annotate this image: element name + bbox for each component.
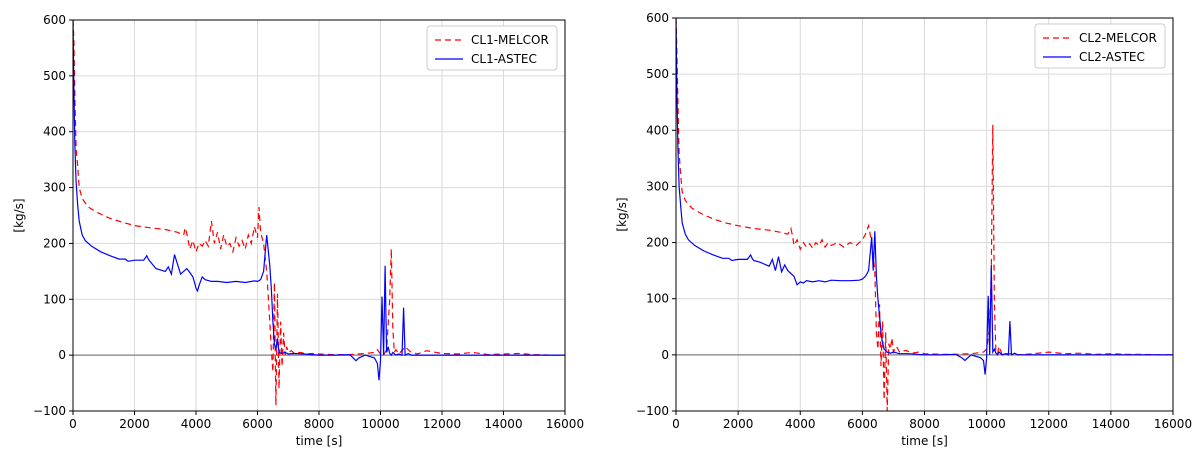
x-tick-label: 16000 xyxy=(546,417,584,431)
x-tick-label: 0 xyxy=(69,417,77,431)
series-line-cl1-astec xyxy=(73,20,565,381)
x-tick-label: 0 xyxy=(672,417,680,431)
y-tick-label: 300 xyxy=(646,179,669,193)
chart-cl1: 0 2000 4000 6000 8000 10000 12000 14000 16000−10… xyxy=(12,13,584,448)
x-tick-label: 16000 xyxy=(1154,417,1192,431)
chart-panel-cl2: 0 2000 4000 6000 8000 10000 12000 14000 16000 −10… xyxy=(600,0,1199,452)
x-tick-label: 12000 xyxy=(423,417,461,431)
x-tick-label: 8000 xyxy=(909,417,940,431)
series-line-cl2-melcor xyxy=(676,18,1173,411)
x-tick-label: 12000 xyxy=(1030,417,1068,431)
y-tick-label: 200 xyxy=(43,236,66,250)
x-tick-label: 10000 xyxy=(968,417,1006,431)
y-tick-label: 100 xyxy=(43,292,66,306)
y-tick-label: −100 xyxy=(636,404,669,418)
x-tick-label: 6000 xyxy=(847,417,878,431)
y-tick-label: 600 xyxy=(646,11,669,25)
x-axis-label: time [s] xyxy=(296,434,343,448)
chart-panel-cl1: 0 2000 4000 6000 8000 10000 12000 14000 16000 −10… xyxy=(12,13,584,448)
y-axis-label: [kg/s] xyxy=(12,198,26,232)
y-tick-label: 600 xyxy=(43,13,66,27)
x-tick-label: 8000 xyxy=(304,417,335,431)
chart-cl2: 0 2000 4000 6000 8000 10000 12000 14000 16000−10… xyxy=(615,11,1192,448)
x-tick-label: 2000 xyxy=(723,417,754,431)
x-tick-label: 4000 xyxy=(785,417,816,431)
x-tick-label: 6000 xyxy=(242,417,273,431)
y-tick-label: −100 xyxy=(33,404,66,418)
legend-label: CL1-ASTEC xyxy=(471,52,537,66)
y-tick-label: 0 xyxy=(661,348,669,362)
legend-label: CL2-ASTEC xyxy=(1079,50,1145,64)
y-axis-label: [kg/s] xyxy=(615,197,629,231)
y-tick-label: 400 xyxy=(646,123,669,137)
legend-label: CL2-MELCOR xyxy=(1079,31,1157,45)
y-tick-label: 500 xyxy=(646,67,669,81)
y-tick-label: 0 xyxy=(58,348,66,362)
y-tick-label: 300 xyxy=(43,181,66,195)
y-tick-label: 400 xyxy=(43,125,66,139)
x-tick-label: 4000 xyxy=(181,417,212,431)
y-tick-label: 100 xyxy=(646,292,669,306)
x-axis-label: time [s] xyxy=(901,434,948,448)
y-tick-label: 500 xyxy=(43,69,66,83)
y-tick-label: 200 xyxy=(646,236,669,250)
x-tick-label: 10000 xyxy=(361,417,399,431)
legend-label: CL1-MELCOR xyxy=(471,33,549,47)
series-line-cl2-astec xyxy=(676,18,1173,375)
x-tick-label: 14000 xyxy=(484,417,522,431)
x-tick-label: 2000 xyxy=(119,417,150,431)
x-tick-label: 14000 xyxy=(1092,417,1130,431)
